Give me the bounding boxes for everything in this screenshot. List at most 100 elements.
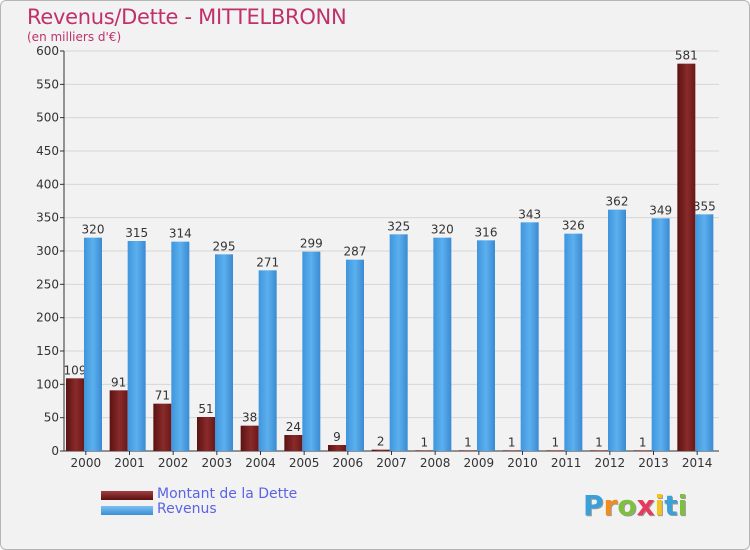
legend-swatch-dette (101, 491, 153, 500)
x-tick-label: 2014 (682, 456, 713, 470)
y-tick-label: 600 (36, 44, 59, 58)
logo-letter: i (677, 489, 688, 522)
y-tick-label: 300 (36, 244, 59, 258)
x-tick-label: 2008 (420, 456, 451, 470)
logo-letter: x (636, 489, 655, 522)
legend-swatch-revenus (101, 506, 153, 515)
x-tick-label: 2000 (71, 456, 102, 470)
proxiti-logo: Proxiti (583, 489, 687, 522)
bar-dette (459, 450, 477, 451)
x-tick-label: 2006 (333, 456, 364, 470)
logo-letter: t (664, 489, 678, 522)
chart-subtitle: (en milliers d'€) (27, 30, 122, 44)
logo-letter: P (583, 489, 604, 522)
data-label-revenus: 362 (606, 195, 629, 209)
bar-revenus (389, 234, 408, 451)
x-tick-label: 2005 (289, 456, 320, 470)
bar-revenus (564, 233, 583, 451)
bar-revenus (695, 214, 714, 451)
y-tick-label: 450 (36, 144, 59, 158)
bar-revenus (84, 237, 102, 451)
x-tick-label: 2003 (202, 456, 233, 470)
logo-letter: r (603, 489, 618, 522)
x-tick-label: 2004 (245, 456, 276, 470)
bar-revenus (127, 241, 146, 451)
logo-letter: i (654, 489, 665, 522)
data-label-dette: 1 (639, 435, 647, 449)
bar-dette (240, 425, 259, 451)
bar-dette (197, 417, 215, 451)
logo-letter: o (617, 489, 637, 522)
bar-dette (502, 450, 521, 451)
bar-dette (371, 449, 390, 451)
bar-revenus (346, 259, 364, 451)
y-tick-label: 100 (36, 377, 59, 391)
data-label-revenus: 315 (125, 226, 148, 240)
data-label-revenus: 355 (693, 199, 716, 213)
y-tick-label: 250 (36, 277, 59, 291)
data-label-dette: 1 (552, 435, 560, 449)
data-label-revenus: 314 (169, 227, 192, 241)
bar-dette (153, 403, 172, 451)
x-tick-label: 2007 (376, 456, 407, 470)
data-label-dette: 1 (508, 435, 516, 449)
bar-revenus (651, 218, 670, 451)
data-label-revenus: 349 (649, 203, 672, 217)
y-tick-label: 400 (36, 177, 59, 191)
y-tick-label: 500 (36, 111, 59, 125)
bar-revenus (477, 240, 495, 451)
y-tick-label: 50 (44, 411, 59, 425)
bar-dette (677, 63, 696, 452)
bar-dette (284, 435, 303, 451)
bar-revenus (433, 237, 452, 451)
data-label-dette: 71 (155, 389, 170, 403)
data-label-dette: 1 (464, 435, 472, 449)
data-label-dette: 91 (111, 375, 126, 389)
bar-dette (590, 450, 608, 451)
x-tick-label: 2012 (595, 456, 626, 470)
legend-label-dette: Montant de la Dette (157, 486, 298, 502)
data-label-revenus: 320 (82, 223, 105, 237)
legend-label-revenus: Revenus (157, 501, 217, 517)
data-label-dette: 38 (242, 411, 257, 425)
data-label-dette: 1 (421, 435, 429, 449)
data-label-revenus: 325 (387, 219, 410, 233)
data-label-revenus: 271 (256, 255, 279, 269)
y-tick-label: 550 (36, 77, 59, 91)
bar-dette (328, 445, 346, 451)
data-label-dette: 581 (675, 49, 698, 63)
x-tick-label: 2001 (114, 456, 145, 470)
bar-revenus (258, 270, 277, 451)
y-tick-label: 350 (36, 211, 59, 225)
bar-revenus (215, 254, 233, 451)
data-label-dette: 51 (198, 402, 213, 416)
bar-revenus (608, 209, 626, 451)
bar-revenus (171, 241, 190, 451)
data-label-dette: 9 (333, 430, 341, 444)
data-label-revenus: 320 (431, 223, 454, 237)
x-tick-label: 2009 (464, 456, 495, 470)
x-tick-label: 2010 (507, 456, 538, 470)
y-tick-label: 0 (51, 444, 59, 458)
bar-dette (415, 450, 434, 451)
bar-dette (546, 450, 565, 451)
bar-revenus (520, 222, 539, 451)
bar-dette (109, 390, 128, 451)
x-tick-label: 2013 (638, 456, 669, 470)
x-tick-label: 2011 (551, 456, 582, 470)
y-tick-label: 200 (36, 311, 59, 325)
chart-title: Revenus/Dette - MITTELBRONN (27, 5, 347, 29)
bar-dette (66, 378, 84, 451)
data-label-revenus: 299 (300, 237, 323, 251)
data-label-dette: 24 (286, 420, 301, 434)
data-label-dette: 2 (377, 435, 385, 449)
bar-revenus (302, 251, 321, 451)
bar-dette (633, 450, 652, 451)
data-label-revenus: 343 (518, 207, 541, 221)
data-label-dette: 109 (64, 363, 87, 377)
data-label-revenus: 326 (562, 219, 585, 233)
data-label-revenus: 316 (475, 225, 498, 239)
data-label-dette: 1 (595, 435, 603, 449)
